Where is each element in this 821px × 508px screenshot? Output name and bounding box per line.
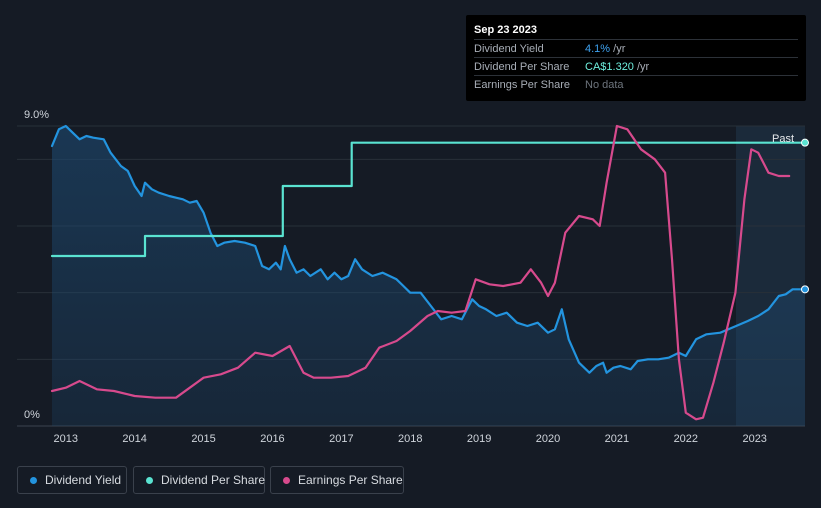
- legend-label: Dividend Per Share: [161, 473, 266, 487]
- legend-dot-icon: [146, 477, 153, 484]
- x-tick-label: 2023: [742, 433, 766, 445]
- line-dividend-yield: [50, 124, 807, 374]
- series-areas: [52, 126, 805, 426]
- legend-label: Earnings Per Share: [298, 473, 403, 487]
- x-tick-label: 2014: [122, 433, 146, 445]
- x-tick-label: 2015: [191, 433, 215, 445]
- legend-item-dividend-yield[interactable]: Dividend Yield: [17, 466, 127, 494]
- line-earnings-per-share: [50, 124, 791, 421]
- legend-label: Dividend Yield: [45, 473, 122, 487]
- tooltip-row-earnings-per-share: Earnings Per Share No data: [474, 75, 798, 94]
- x-tick-label: 2021: [605, 433, 629, 445]
- y-tick-label: 9.0%: [24, 109, 49, 121]
- series-lines: [50, 124, 807, 421]
- x-tick-label: 2019: [467, 433, 491, 445]
- tooltip-row-dividend-per-share: Dividend Per Share CA$1.320 /yr: [474, 57, 798, 76]
- x-tick-label: 2016: [260, 433, 284, 445]
- x-tick-label: 2022: [674, 433, 698, 445]
- tooltip-value: 4.1% /yr: [585, 43, 625, 55]
- tooltip: Sep 23 2023 Dividend Yield 4.1% /yr Divi…: [466, 15, 806, 101]
- tooltip-value-text: No data: [585, 79, 624, 91]
- legend-dot-icon: [30, 477, 37, 484]
- x-tick-label: 2018: [398, 433, 422, 445]
- area-dividend-yield: [52, 126, 805, 426]
- tooltip-row-dividend-yield: Dividend Yield 4.1% /yr: [474, 39, 798, 58]
- end-marker-dividend-yield: [801, 285, 809, 294]
- past-label: Past: [772, 133, 794, 145]
- line-dividend-per-share: [50, 141, 807, 258]
- y-tick-label: 0%: [24, 409, 40, 421]
- x-tick-labels: 2013 2014 2015 2016 2017 2018 2019 2020 2021 2022…: [54, 433, 767, 445]
- tooltip-date: Sep 23 2023: [474, 24, 537, 36]
- end-marker-dividend-per-share: [801, 138, 809, 147]
- tooltip-unit: /yr: [610, 43, 626, 55]
- tooltip-value-text: 4.1%: [585, 43, 611, 55]
- x-tick-label: 2013: [54, 433, 78, 445]
- series-end-markers: [801, 138, 809, 294]
- tooltip-label: Dividend Yield: [474, 43, 544, 55]
- tooltip-value-text: CA$1.320: [585, 61, 634, 73]
- x-tick-label: 2020: [536, 433, 560, 445]
- legend-item-earnings-per-share[interactable]: Earnings Per Share: [270, 466, 404, 494]
- y-tick-labels: 9.0% 0%: [24, 109, 49, 421]
- tooltip-unit: /yr: [633, 61, 650, 73]
- legend-dot-icon: [283, 477, 290, 484]
- x-tick-label: 2017: [329, 433, 353, 445]
- tooltip-value: CA$1.320 /yr: [585, 61, 649, 73]
- tooltip-value: No data: [585, 79, 624, 91]
- tooltip-label: Dividend Per Share: [474, 61, 570, 73]
- legend-item-dividend-per-share[interactable]: Dividend Per Share: [133, 466, 265, 494]
- tooltip-label: Earnings Per Share: [474, 79, 570, 91]
